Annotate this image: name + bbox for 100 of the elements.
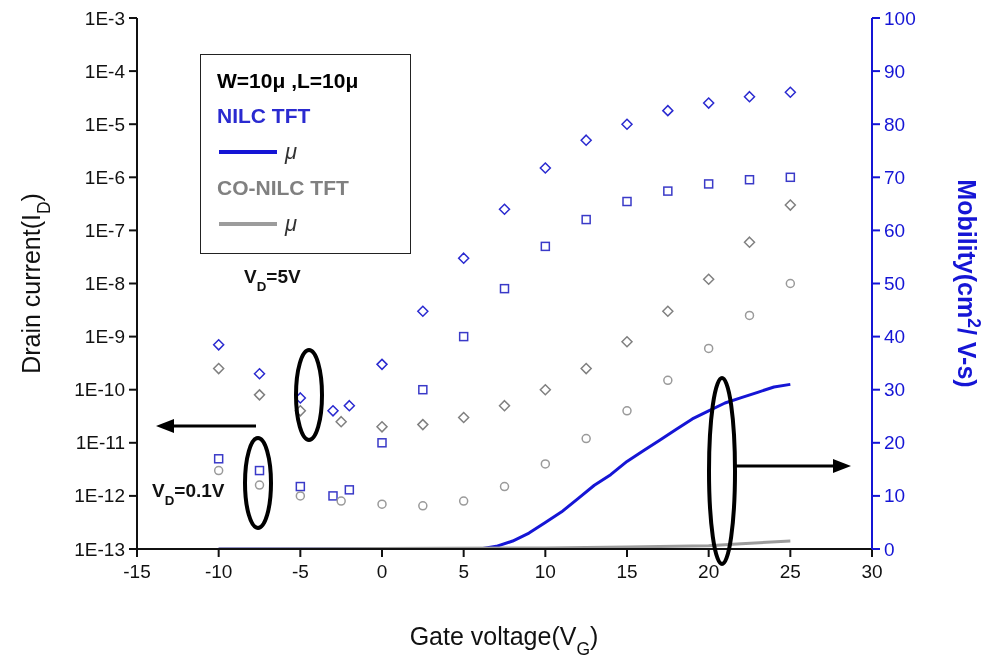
point	[343, 399, 356, 412]
x-tick-label: -10	[204, 560, 233, 582]
point	[539, 162, 552, 174]
y-tick-label: 1E-4	[84, 60, 126, 82]
point	[498, 203, 511, 216]
point	[743, 236, 756, 248]
point	[344, 485, 355, 495]
point	[663, 375, 673, 386]
point	[377, 499, 387, 509]
point	[212, 362, 225, 375]
x-tick-label: -15	[123, 560, 151, 582]
point	[376, 421, 388, 433]
y2-tick-label: 10	[884, 485, 906, 507]
y-tick-label: 1E-10	[74, 379, 125, 401]
point	[377, 438, 387, 448]
y-tick-label: 1E-12	[74, 485, 125, 507]
text: CO-NILC TFT	[217, 175, 350, 201]
y2-tick-label: 70	[884, 166, 906, 188]
point	[581, 214, 591, 225]
y2-tick-label: 0	[884, 538, 895, 560]
point	[376, 358, 388, 371]
y-tick-label: 1E-5	[84, 113, 125, 135]
y2-tick-label: 60	[884, 219, 906, 241]
legend-label: μ	[285, 211, 298, 237]
point	[254, 465, 265, 476]
legend-title: W=10μ ,L=10μ	[217, 69, 360, 93]
point	[327, 405, 339, 417]
point	[499, 481, 510, 492]
point	[417, 305, 429, 318]
point	[498, 399, 511, 412]
y-tick-label: 1E-9	[84, 326, 125, 348]
point	[784, 199, 797, 211]
point	[662, 104, 674, 117]
y-tick-label: 1E-8	[84, 273, 125, 294]
point	[744, 174, 755, 185]
point	[457, 252, 470, 264]
point	[213, 454, 224, 464]
x-tick-label: 25	[779, 560, 801, 582]
point	[580, 362, 592, 375]
point	[663, 186, 673, 196]
point	[703, 179, 714, 189]
y2-tick-label: 90	[884, 60, 906, 82]
point	[622, 196, 632, 207]
y2-tick-label: 100	[884, 7, 916, 29]
point	[785, 172, 796, 183]
x-tick-label: 20	[698, 560, 720, 582]
annotation: V$_{D}$=0.1V	[152, 480, 225, 508]
y-tick-label: 1E-3	[84, 7, 125, 29]
point	[702, 97, 715, 109]
point	[212, 339, 225, 351]
y-tick-label: 1E-13	[74, 538, 125, 560]
point	[213, 465, 224, 476]
point	[662, 305, 674, 318]
point	[254, 480, 265, 490]
y2-tick-label: 20	[884, 432, 906, 454]
point	[621, 336, 633, 348]
point	[784, 86, 797, 98]
point	[702, 273, 715, 286]
x-tick-label: 0	[376, 560, 388, 582]
x-tick-label: 30	[861, 560, 883, 582]
point	[418, 501, 428, 511]
legend-label: μ	[285, 139, 298, 165]
annotation: V$_{D}$=5V	[244, 266, 301, 294]
point	[743, 90, 756, 103]
point	[540, 459, 551, 469]
point	[744, 310, 755, 321]
y2-tick-label: 40	[884, 326, 906, 348]
point	[336, 496, 346, 506]
y2-tick-label: 80	[884, 113, 906, 135]
y2-tick-label: 30	[884, 379, 906, 401]
point	[539, 383, 552, 396]
point	[253, 367, 266, 380]
y-tick-label: 1E-6	[84, 166, 125, 188]
point	[457, 411, 470, 424]
point	[295, 491, 306, 501]
point	[581, 433, 591, 444]
point	[703, 343, 714, 354]
text: NILC TFT	[217, 103, 312, 129]
y-tick-label: 1E-7	[84, 219, 125, 241]
y-tick-label: 1E-11	[75, 432, 125, 454]
point	[540, 241, 551, 252]
y2-tick-label: 50	[884, 273, 906, 294]
point	[458, 331, 469, 342]
point	[621, 118, 633, 130]
point	[328, 491, 338, 501]
point	[458, 496, 469, 506]
x-axis-title: Gate voltage(V$_{G}$)	[409, 622, 599, 659]
x-tick-label: 5	[458, 560, 469, 582]
point	[295, 481, 306, 492]
point	[335, 415, 347, 428]
point	[253, 389, 266, 401]
x-tick-label: -5	[291, 560, 309, 582]
point	[580, 134, 592, 146]
x-tick-label: 10	[534, 560, 556, 582]
point	[622, 406, 632, 416]
point	[417, 418, 429, 431]
point	[499, 283, 510, 294]
x-tick-label: 15	[616, 560, 638, 582]
point	[785, 278, 796, 289]
point	[418, 384, 428, 395]
